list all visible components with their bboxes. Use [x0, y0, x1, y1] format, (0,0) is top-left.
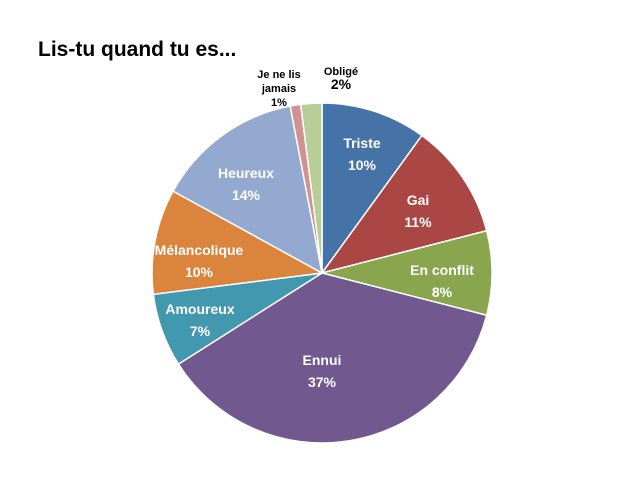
slice-value-label: 10%: [185, 264, 214, 280]
pie-slice-heureux: [172, 105, 324, 275]
slice-category-label: Ennui: [303, 352, 342, 368]
slice-value-label: 37%: [308, 374, 337, 390]
pie-slice-gai: [320, 134, 488, 275]
slice-value-label: 1%: [271, 97, 287, 109]
chart-title: Lis-tu quand tu es...: [38, 38, 237, 61]
slice-value-label: 11%: [404, 214, 432, 230]
slice-category-label: Obligé: [324, 66, 358, 78]
slice-category-label: Gai: [407, 192, 430, 208]
pie-slice-oblige: [299, 102, 323, 274]
slice-label-triste: Triste 10%: [343, 135, 381, 173]
pie-slice-melancolique: [151, 190, 325, 296]
slice-category-label: Mélancolique: [155, 242, 244, 258]
slice-label-melancolique: Mélancolique 10%: [155, 242, 244, 280]
slice-category-label: Heureux: [218, 165, 274, 181]
slice-category-label: En conflit: [410, 262, 474, 278]
slice-label-gai: Gai 11%: [404, 192, 432, 230]
slice-category-label: Amoureux: [165, 301, 234, 317]
slice-label-ennui: Ennui 37%: [303, 352, 342, 390]
slice-label-heureux: Heureux 14%: [218, 165, 274, 203]
slice-category-label: Je ne lis jamais: [257, 69, 300, 95]
slice-value-label: 14%: [232, 187, 261, 203]
slice-label-en-conflit: En conflit 8%: [410, 262, 474, 300]
pie-slice-triste: [321, 102, 423, 276]
slice-value-label: 2%: [331, 76, 352, 92]
slice-value-label: 7%: [190, 323, 211, 339]
slice-value-label: 8%: [432, 284, 453, 300]
slice-label-je-ne-lis-jamais: Je ne lis jamais 1%: [257, 69, 300, 109]
slice-label-amoureux: Amoureux 7%: [165, 301, 234, 339]
slice-category-label: Triste: [343, 135, 381, 151]
slice-value-label: 10%: [348, 157, 377, 173]
